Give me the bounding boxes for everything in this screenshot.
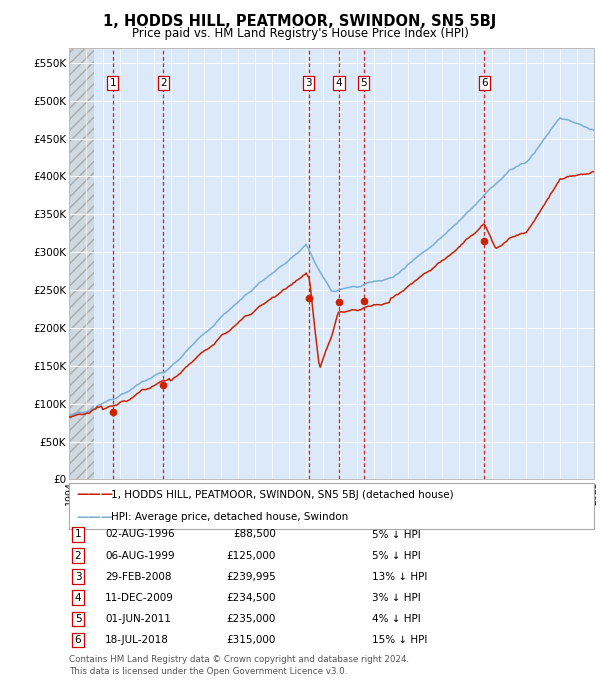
Text: Contains HM Land Registry data © Crown copyright and database right 2024.: Contains HM Land Registry data © Crown c… xyxy=(69,655,409,664)
Text: 4% ↓ HPI: 4% ↓ HPI xyxy=(372,614,421,624)
Text: 1, HODDS HILL, PEATMOOR, SWINDON, SN5 5BJ (detached house): 1, HODDS HILL, PEATMOOR, SWINDON, SN5 5B… xyxy=(111,490,454,500)
Text: 1: 1 xyxy=(109,78,116,88)
Text: 6: 6 xyxy=(74,635,82,645)
Bar xyxy=(69,48,94,479)
Text: 1, HODDS HILL, PEATMOOR, SWINDON, SN5 5BJ: 1, HODDS HILL, PEATMOOR, SWINDON, SN5 5B… xyxy=(103,14,497,29)
Text: £88,500: £88,500 xyxy=(233,530,276,539)
Text: 01-JUN-2011: 01-JUN-2011 xyxy=(105,614,171,624)
Text: 02-AUG-1996: 02-AUG-1996 xyxy=(105,530,175,539)
Text: £234,500: £234,500 xyxy=(227,593,276,602)
Text: 5% ↓ HPI: 5% ↓ HPI xyxy=(372,530,421,539)
Text: 3: 3 xyxy=(74,572,82,581)
Text: 5: 5 xyxy=(74,614,82,624)
Text: 06-AUG-1999: 06-AUG-1999 xyxy=(105,551,175,560)
Text: ———: ——— xyxy=(77,511,114,524)
Text: 1: 1 xyxy=(74,530,82,539)
Text: 3: 3 xyxy=(305,78,312,88)
Text: 2: 2 xyxy=(160,78,167,88)
Text: 29-FEB-2008: 29-FEB-2008 xyxy=(105,572,172,581)
Text: 3% ↓ HPI: 3% ↓ HPI xyxy=(372,593,421,602)
Text: 4: 4 xyxy=(335,78,342,88)
Text: 6: 6 xyxy=(481,78,488,88)
Text: £235,000: £235,000 xyxy=(227,614,276,624)
Text: 2: 2 xyxy=(74,551,82,560)
Text: HPI: Average price, detached house, Swindon: HPI: Average price, detached house, Swin… xyxy=(111,512,348,522)
Text: This data is licensed under the Open Government Licence v3.0.: This data is licensed under the Open Gov… xyxy=(69,667,347,676)
Text: ———: ——— xyxy=(77,488,114,501)
Text: 5: 5 xyxy=(361,78,367,88)
Text: 4: 4 xyxy=(74,593,82,602)
Text: 11-DEC-2009: 11-DEC-2009 xyxy=(105,593,174,602)
Text: £315,000: £315,000 xyxy=(227,635,276,645)
Text: £239,995: £239,995 xyxy=(226,572,276,581)
Text: Price paid vs. HM Land Registry's House Price Index (HPI): Price paid vs. HM Land Registry's House … xyxy=(131,27,469,39)
Text: 18-JUL-2018: 18-JUL-2018 xyxy=(105,635,169,645)
Text: £125,000: £125,000 xyxy=(227,551,276,560)
Text: 5% ↓ HPI: 5% ↓ HPI xyxy=(372,551,421,560)
Text: 15% ↓ HPI: 15% ↓ HPI xyxy=(372,635,427,645)
Text: 13% ↓ HPI: 13% ↓ HPI xyxy=(372,572,427,581)
